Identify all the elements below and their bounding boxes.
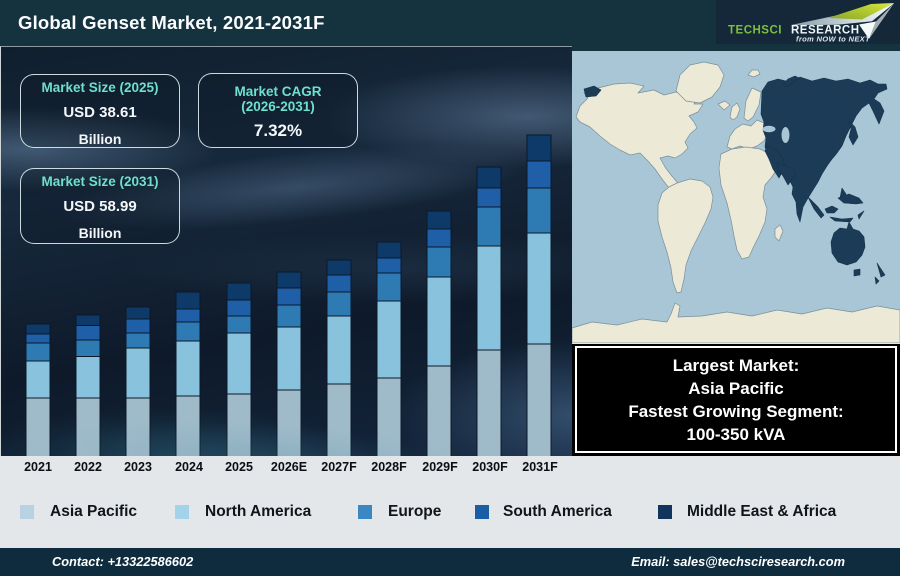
- svg-text:RESEARCH: RESEARCH: [791, 25, 860, 37]
- svg-text:TECHSCI: TECHSCI: [728, 25, 782, 37]
- svg-text:from NOW to NEXT: from NOW to NEXT: [796, 35, 871, 44]
